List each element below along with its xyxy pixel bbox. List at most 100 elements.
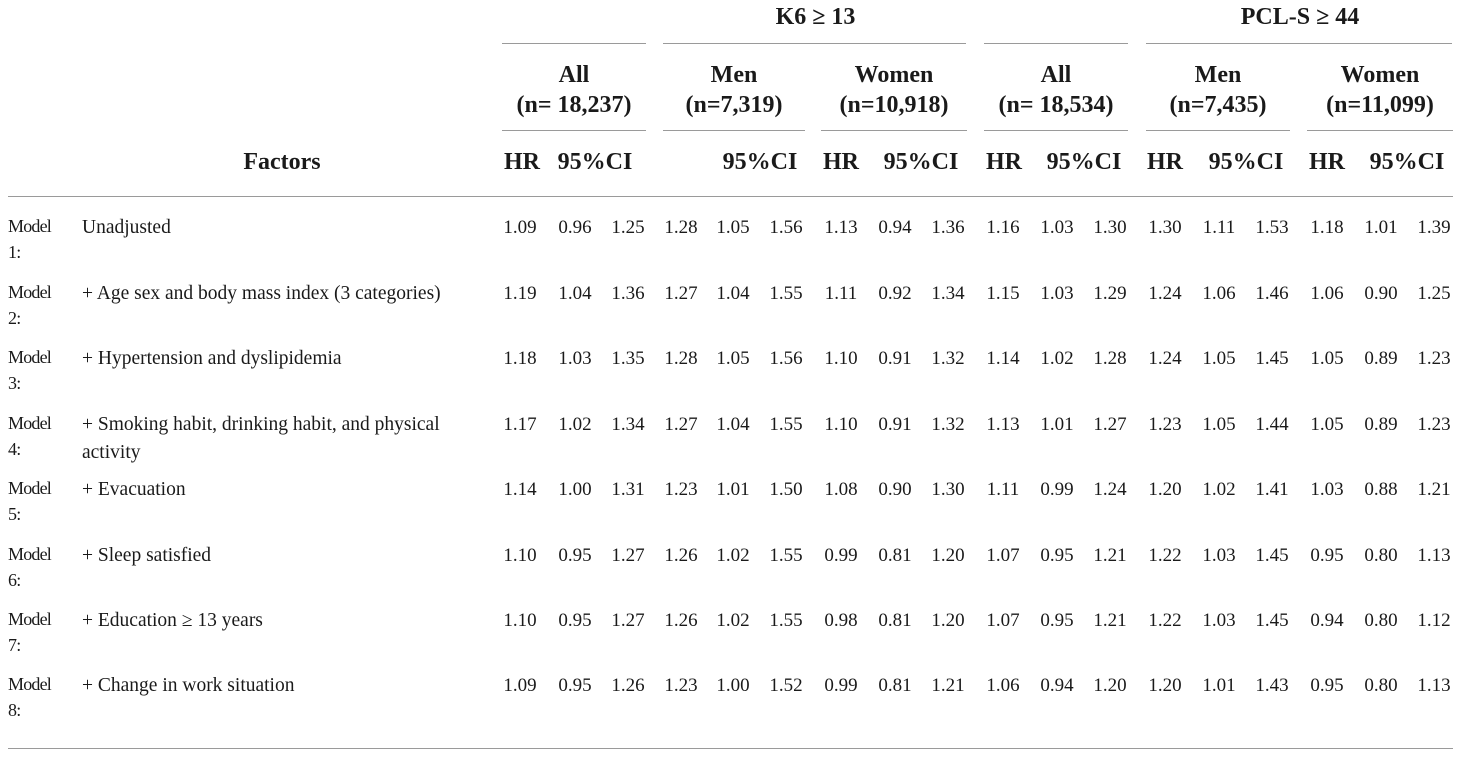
group-header-k6: K6 ≥ 13: [775, 4, 856, 30]
subgroup-title: All: [558, 62, 590, 88]
value-cell: 1.36: [931, 217, 965, 238]
value-cell: 0.95: [1310, 675, 1344, 696]
model-label: Model 3:: [8, 344, 76, 396]
value-cell: 1.55: [769, 610, 803, 631]
value-cell: 1.01: [1202, 675, 1236, 696]
model-label-number: 2:: [8, 308, 21, 328]
rule-sub-3: [821, 130, 967, 131]
value-cell: 1.01: [716, 479, 750, 500]
value-cell: 1.03: [1040, 283, 1074, 304]
subgroup-title: Men: [710, 62, 758, 88]
value-cell: 1.30: [931, 479, 965, 500]
value-cell: 1.22: [1148, 610, 1182, 631]
value-cell: 1.01: [1364, 217, 1398, 238]
value-cell: 1.04: [716, 414, 750, 435]
value-cell: 1.13: [1417, 545, 1451, 566]
value-cell: 1.27: [611, 545, 645, 566]
value-cell: 1.28: [1093, 348, 1127, 369]
value-cell: 1.05: [716, 217, 750, 238]
value-cell: 1.23: [664, 479, 698, 500]
value-cell: 1.11: [986, 479, 1020, 500]
value-cell: 1.27: [1093, 414, 1127, 435]
value-cell: 1.22: [1148, 545, 1182, 566]
value-cell: 1.24: [1148, 283, 1182, 304]
model-label: Model 7:: [8, 606, 76, 658]
subgroup-n: (n=7,319): [685, 92, 783, 118]
value-cell: 1.28: [664, 348, 698, 369]
subgroup-header-women-k6: Women (n=10,918): [821, 60, 967, 120]
value-cell: 0.95: [558, 545, 592, 566]
factor-label: + Age sex and body mass index (3 categor…: [82, 283, 441, 304]
rule-sub-2: [663, 130, 805, 131]
subgroup-title: All: [1040, 62, 1072, 88]
value-cell: 0.94: [1310, 610, 1344, 631]
value-cell: 1.05: [1310, 414, 1344, 435]
value-cell: 1.10: [824, 414, 858, 435]
model-label-number: 7:: [8, 635, 21, 655]
rule-sub-4: [984, 130, 1128, 131]
value-cell: 1.20: [1148, 675, 1182, 696]
value-cell: 1.14: [503, 479, 537, 500]
subgroup-n: (n=7,435): [1169, 92, 1267, 118]
table-bottom-rule: [8, 748, 1453, 749]
hr-header: HR: [986, 149, 1022, 175]
value-cell: 1.03: [1202, 610, 1236, 631]
value-cell: 1.32: [931, 414, 965, 435]
value-cell: 1.02: [1202, 479, 1236, 500]
model-label: Model 5:: [8, 475, 76, 527]
ci-header: 95%CI: [722, 149, 798, 175]
value-cell: 1.03: [1310, 479, 1344, 500]
value-cell: 1.55: [769, 414, 803, 435]
value-cell: 1.20: [931, 610, 965, 631]
value-cell: 0.81: [878, 545, 912, 566]
value-cell: 1.30: [1148, 217, 1182, 238]
value-cell: 1.07: [986, 545, 1020, 566]
value-cell: 1.03: [1202, 545, 1236, 566]
value-cell: 0.95: [1040, 610, 1074, 631]
value-cell: 1.12: [1417, 610, 1451, 631]
value-cell: 1.21: [931, 675, 965, 696]
model-label: Model 8:: [8, 671, 76, 723]
rule-sub-5: [1146, 130, 1290, 131]
factor-label: + Smoking habit, drinking habit, and phy…: [82, 414, 440, 463]
value-cell: 0.80: [1364, 545, 1398, 566]
value-cell: 1.05: [1202, 414, 1236, 435]
value-cell: 0.98: [824, 610, 858, 631]
value-cell: 1.10: [503, 545, 537, 566]
value-cell: 1.41: [1255, 479, 1289, 500]
value-cell: 1.03: [558, 348, 592, 369]
value-cell: 1.30: [1093, 217, 1127, 238]
subgroup-title: Men: [1194, 62, 1242, 88]
model-label-number: 4:: [8, 439, 21, 459]
value-cell: 0.95: [1040, 545, 1074, 566]
value-cell: 0.99: [824, 545, 858, 566]
value-cell: 1.06: [1310, 283, 1344, 304]
value-cell: 1.29: [1093, 283, 1127, 304]
value-cell: 1.10: [824, 348, 858, 369]
group-header-pcls: PCL-S ≥ 44: [1240, 4, 1360, 30]
value-cell: 1.00: [558, 479, 592, 500]
value-cell: 1.34: [611, 414, 645, 435]
model-label-word: Model: [8, 609, 52, 629]
value-cell: 1.07: [986, 610, 1020, 631]
rule-sub-6: [1307, 130, 1453, 131]
value-cell: 1.05: [1310, 348, 1344, 369]
value-cell: 1.45: [1255, 348, 1289, 369]
value-cell: 1.14: [986, 348, 1020, 369]
value-cell: 1.26: [611, 675, 645, 696]
model-label-word: Model: [8, 347, 52, 367]
value-cell: 1.27: [664, 283, 698, 304]
value-cell: 1.20: [1148, 479, 1182, 500]
value-cell: 0.80: [1364, 675, 1398, 696]
value-cell: 1.18: [503, 348, 537, 369]
value-cell: 1.32: [931, 348, 965, 369]
subgroup-title: Women: [1340, 62, 1420, 88]
value-cell: 1.05: [716, 348, 750, 369]
model-label-word: Model: [8, 544, 52, 564]
subgroup-header-all-pcls: All (n= 18,534): [984, 60, 1128, 120]
value-cell: 1.45: [1255, 545, 1289, 566]
ci-header: 95%CI: [1369, 149, 1445, 175]
value-cell: 0.89: [1364, 348, 1398, 369]
value-cell: 1.43: [1255, 675, 1289, 696]
